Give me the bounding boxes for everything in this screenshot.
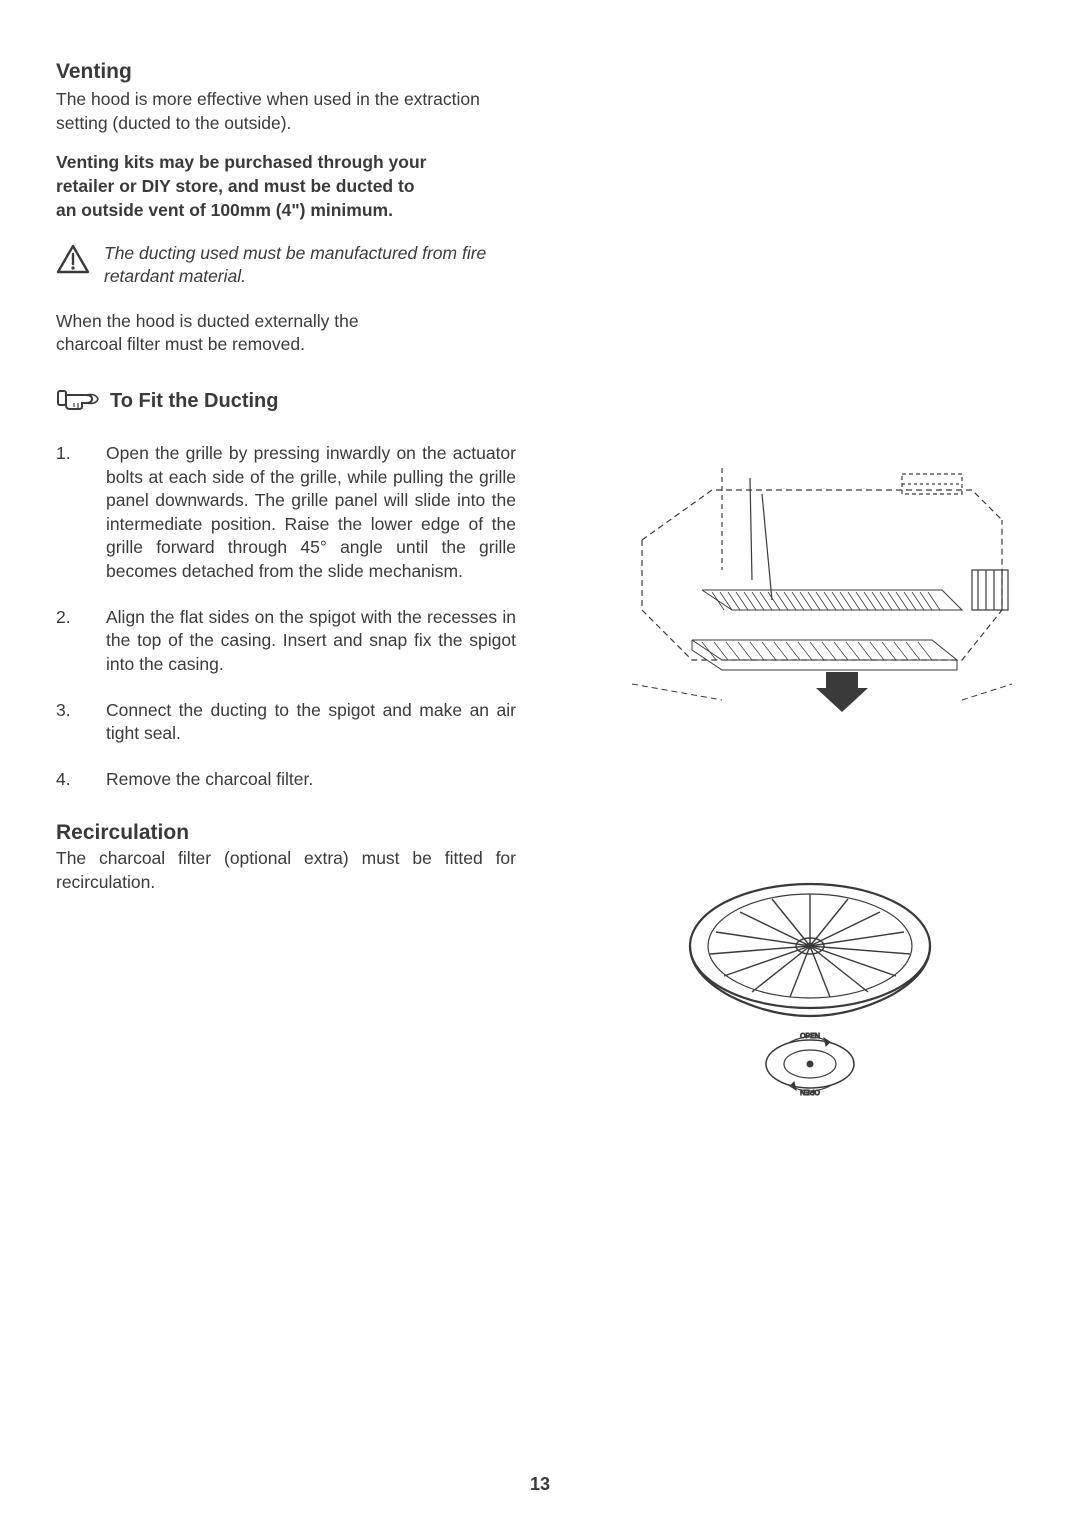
venting-heading: Venting <box>56 60 516 84</box>
recirculation-body: The charcoal filter (optional extra) mus… <box>56 847 516 894</box>
svg-text:OPEN: OPEN <box>800 1033 820 1040</box>
step-text: Open the grille by pressing inwardly on … <box>106 442 516 584</box>
step-number: 2. <box>56 606 72 677</box>
step-item: 1.Open the grille by pressing inwardly o… <box>56 442 516 584</box>
fit-ducting-heading: To Fit the Ducting <box>110 390 279 413</box>
warning-triangle-icon <box>56 244 90 279</box>
grille-diagram <box>602 460 1022 720</box>
step-item: 3. Connect the ducting to the spigot and … <box>56 699 516 746</box>
hand-pointing-icon <box>56 385 100 418</box>
step-number: 4. <box>56 768 72 792</box>
venting-section: Venting The hood is more effective when … <box>56 60 516 357</box>
charcoal-filter-diagram: OPEN OPEN <box>660 836 960 1136</box>
step-item: 4. Remove the charcoal filter. <box>56 768 516 792</box>
step-number: 3. <box>56 699 72 746</box>
fit-ducting-steps: 1.Open the grille by pressing inwardly o… <box>56 442 516 792</box>
warning-text: The ducting used must be manufactured fr… <box>104 242 516 288</box>
step-text: Remove the charcoal filter. <box>106 768 516 792</box>
fit-ducting-heading-row: To Fit the Ducting <box>56 385 1024 418</box>
venting-kit-note: Venting kits may be purchased through yo… <box>56 151 436 222</box>
warning-block: The ducting used must be manufactured fr… <box>56 242 516 288</box>
step-text: Align the flat sides on the spigot with … <box>106 606 516 677</box>
step-number: 1. <box>56 442 72 584</box>
venting-intro: The hood is more effective when used in … <box>56 88 516 135</box>
page-number: 13 <box>530 1474 550 1495</box>
post-warning-text: When the hood is ducted externally the c… <box>56 310 416 357</box>
step-text: Connect the ducting to the spigot and ma… <box>106 699 516 746</box>
svg-text:OPEN: OPEN <box>800 1088 820 1095</box>
step-item: 2. Align the flat sides on the spigot wit… <box>56 606 516 677</box>
